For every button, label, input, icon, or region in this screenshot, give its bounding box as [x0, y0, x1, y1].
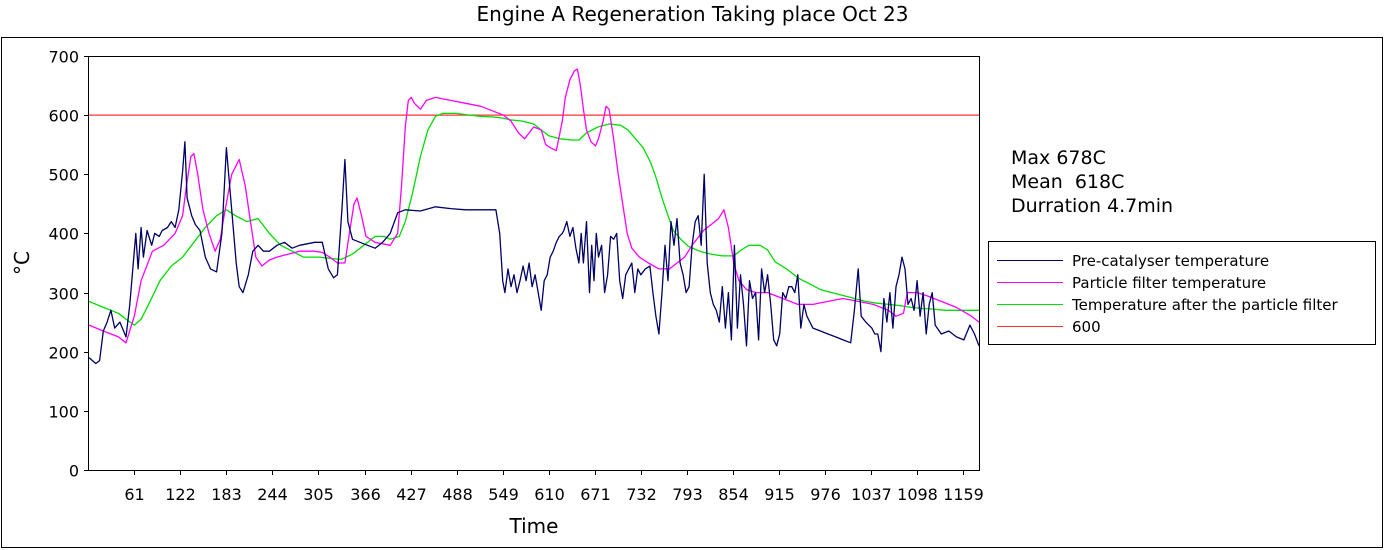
legend-label: 600	[1072, 318, 1101, 336]
x-tick-label: 1159	[943, 485, 984, 504]
legend-swatch	[997, 326, 1063, 327]
x-tick-label: 671	[580, 485, 611, 504]
legend-swatch	[997, 260, 1063, 261]
legend-item-particle-filter: Particle filter temperature	[997, 272, 1372, 294]
series-line-0	[88, 141, 980, 365]
chart-title: Engine A Regeneration Taking place Oct 2…	[476, 2, 909, 26]
x-tick-label: 732	[626, 485, 657, 504]
x-tick-label: 976	[810, 485, 841, 504]
legend-label: Pre-catalyser temperature	[1072, 252, 1270, 270]
x-tick-label: 305	[303, 485, 334, 504]
y-tick-label: 400	[48, 225, 79, 244]
legend-swatch	[997, 304, 1063, 305]
x-tick-label: 793	[672, 485, 703, 504]
stat-max: Max 678C	[1011, 147, 1106, 169]
legend-item-pre-catalyser: Pre-catalyser temperature	[997, 250, 1372, 272]
stat-mean: Mean 618C	[1011, 171, 1125, 193]
y-tick-label: 300	[48, 285, 79, 304]
x-tick-label: 61	[124, 485, 144, 504]
legend-item-after-filter: Temperature after the particle filter	[997, 294, 1372, 316]
x-tick-label: 549	[488, 485, 519, 504]
x-tick-label: 366	[350, 485, 381, 504]
y-tick-label: 0	[69, 462, 79, 481]
series-line-1	[88, 68, 980, 344]
y-tick-label: 700	[48, 48, 79, 67]
series-line-2	[88, 112, 979, 326]
x-tick-label: 854	[718, 485, 749, 504]
legend: Pre-catalyser temperature Particle filte…	[988, 241, 1376, 345]
x-axis: 61 122 183 244 305 366 427 488 549 610 671 732 793 85…	[124, 470, 984, 504]
x-tick-label: 488	[442, 485, 473, 504]
y-tick-label: 100	[48, 403, 79, 422]
y-tick-label: 600	[48, 107, 79, 126]
legend-item-600: 600	[997, 316, 1372, 338]
x-tick-label: 915	[764, 485, 795, 504]
x-tick-label: 1037	[851, 485, 892, 504]
legend-swatch	[997, 282, 1063, 283]
series-lines	[88, 68, 980, 365]
legend-label: Temperature after the particle filter	[1072, 296, 1338, 314]
x-tick-label: 244	[257, 485, 288, 504]
x-tick-label: 183	[211, 485, 242, 504]
stat-duration: Durration 4.7min	[1011, 195, 1174, 217]
y-tick-label: 500	[48, 166, 79, 185]
chart-frame	[1, 37, 1383, 548]
y-axis: 0 100 200 300 400 500 600 700	[48, 48, 89, 481]
legend-label: Particle filter temperature	[1072, 274, 1267, 292]
stats-panel: Max 678C Mean 618C Durration 4.7min	[1011, 146, 1173, 218]
y-axis-label: °C	[10, 251, 34, 275]
x-axis-label: Time	[509, 514, 559, 538]
x-tick-label: 427	[396, 485, 427, 504]
plot-box	[88, 56, 980, 471]
x-tick-label: 610	[534, 485, 565, 504]
y-tick-label: 200	[48, 344, 79, 363]
x-tick-label: 122	[165, 485, 196, 504]
x-tick-label: 1098	[897, 485, 938, 504]
